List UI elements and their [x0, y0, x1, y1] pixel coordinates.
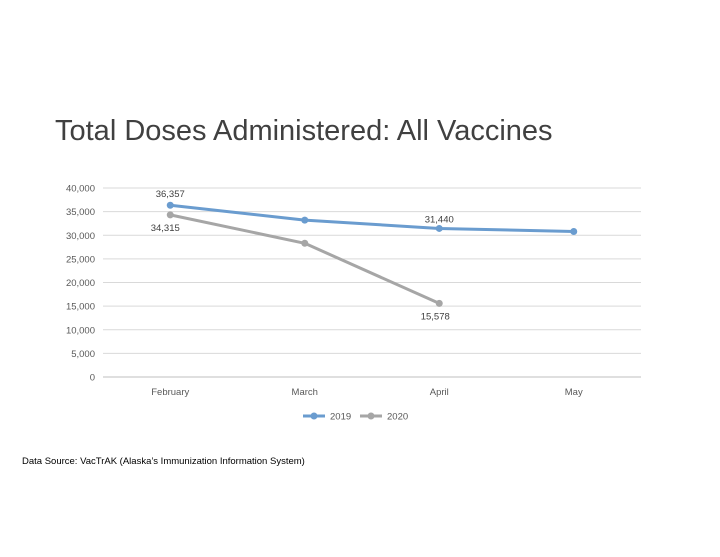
- data-point: [301, 239, 309, 247]
- data-label: 31,440: [425, 214, 454, 225]
- data-point: [435, 224, 443, 232]
- y-tick-label: 20,000: [66, 278, 95, 289]
- data-source-note: Data Source: VacTrAK (Alaska’s Immunizat…: [22, 456, 305, 467]
- legend-marker: [367, 412, 375, 420]
- data-point: [435, 299, 443, 307]
- x-tick-label: February: [151, 387, 189, 398]
- legend-label: 2019: [330, 412, 351, 423]
- data-point: [166, 211, 174, 219]
- slide-title: Total Doses Administered: All Vaccines: [55, 115, 553, 147]
- x-tick-label: May: [565, 387, 583, 398]
- y-tick-label: 10,000: [66, 325, 95, 336]
- x-tick-label: March: [292, 387, 318, 398]
- series-line-2019: [168, 203, 576, 233]
- y-tick-label: 35,000: [66, 207, 95, 218]
- data-point: [570, 227, 578, 235]
- y-tick-label: 5,000: [71, 349, 95, 360]
- y-tick-label: 40,000: [66, 184, 95, 195]
- y-tick-label: 15,000: [66, 302, 95, 313]
- y-tick-label: 25,000: [66, 254, 95, 265]
- x-tick-label: April: [430, 387, 449, 398]
- data-point: [166, 201, 174, 209]
- data-label: 36,357: [156, 189, 185, 200]
- data-label: 15,578: [421, 311, 450, 322]
- data-label: 34,315: [151, 223, 180, 234]
- data-point: [301, 216, 309, 224]
- legend-label: 2020: [387, 412, 408, 423]
- y-tick-label: 30,000: [66, 231, 95, 242]
- legend-marker: [310, 412, 318, 420]
- y-tick-label: 0: [90, 373, 95, 384]
